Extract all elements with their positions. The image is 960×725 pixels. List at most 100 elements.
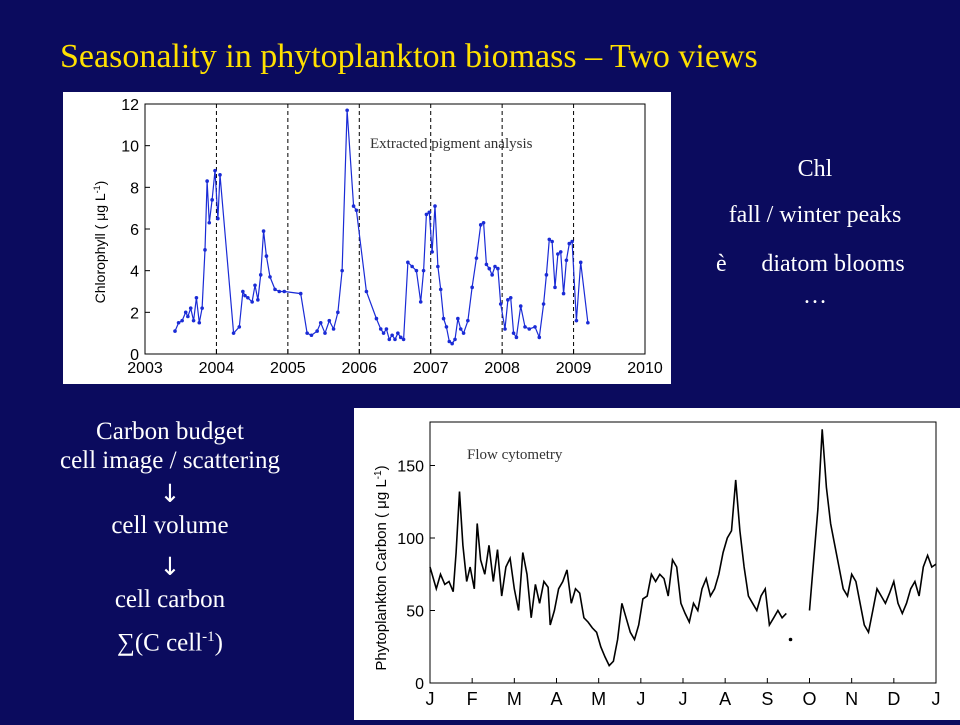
chlorophyll-data-point	[374, 316, 379, 321]
chlorophyll-data-point	[194, 295, 199, 300]
x-tick-label: 2005	[270, 360, 306, 377]
down-arrow-icon: ↓	[159, 478, 181, 508]
chlorophyll-data-point	[331, 327, 336, 331]
plot-frame	[144, 103, 646, 355]
chlorophyll-chart: Chlorophyll ( μg L-1) 2003 2004 2005 2006 20…	[92, 97, 663, 377]
chart-annotation: Extracted pigment analysis	[370, 136, 533, 152]
y-axis-label: Phytoplankton Carbon ( μg L-1)	[373, 465, 390, 670]
chlorophyll-data-point	[336, 310, 340, 315]
chlorophyll-data-point	[514, 335, 519, 340]
chlorophyll-data-point	[444, 325, 449, 329]
chlorophyll-data-point	[241, 289, 245, 294]
chlorophyll-data-point	[506, 298, 510, 302]
chlorophyll-data-point	[561, 291, 566, 296]
month-tick-label: J	[932, 689, 941, 709]
formula-end: )	[214, 628, 223, 656]
chlorophyll-data-point	[200, 306, 204, 310]
chlorophyll-data-point	[401, 337, 406, 342]
chlorophyll-data-point	[318, 320, 323, 325]
chlorophyll-data-point	[461, 331, 466, 335]
chlorophyll-data-point	[205, 179, 209, 183]
chlorophyll-data-point	[487, 266, 492, 271]
chlorophyll-data-point	[191, 318, 196, 323]
chlorophyll-data-point	[354, 208, 359, 213]
chlorophyll-data-point	[447, 339, 452, 344]
chlorophyll-data-point	[570, 239, 574, 244]
chlorophyll-data-point	[508, 295, 513, 300]
chlorophyll-data-point	[441, 316, 446, 321]
x-tick-label: 2006	[341, 360, 377, 377]
month-tick-label: O	[802, 689, 816, 709]
carbon-chart-panel: Phytoplankton Carbon ( μg L-1) J F M A M J J A S…	[354, 408, 960, 720]
chlorophyll-data-point	[210, 198, 214, 202]
chlorophyll-data-point	[298, 291, 303, 296]
month-tick-label: A	[550, 689, 562, 709]
chlorophyll-data-point	[421, 268, 426, 273]
diatom-blooms-line: è diatom blooms	[690, 251, 940, 279]
chlorophyll-data-point	[250, 300, 254, 304]
y-tick-label: 50	[406, 604, 424, 621]
chlorophyll-data-point	[264, 254, 269, 258]
month-tick-label: F	[467, 689, 478, 709]
chlorophyll-data-point	[256, 298, 260, 302]
month-tick-label: S	[761, 689, 773, 709]
y-tick-label: 150	[397, 459, 424, 476]
y-tick-label: 12	[121, 97, 139, 114]
month-tick-label: M	[591, 689, 606, 709]
chlorophyll-data-point	[484, 262, 489, 267]
chlorophyll-data-point	[544, 273, 549, 277]
diatom-blooms-text: diatom blooms	[761, 251, 905, 278]
chlorophyll-chart-panel: Chlorophyll ( μg L-1) 2003 2004 2005 2006 20…	[63, 92, 671, 384]
chlorophyll-data-point	[268, 275, 272, 279]
chlorophyll-data-point	[578, 260, 583, 265]
chl-notes: Chl fall / winter peaks è diatom blooms …	[690, 156, 940, 310]
fall-winter-peaks-text: fall / winter peaks	[728, 201, 902, 228]
chlorophyll-data-point	[345, 108, 349, 113]
chlorophyll-data-point	[282, 289, 287, 294]
chlorophyll-data-point	[458, 327, 463, 331]
chlorophyll-data-point	[527, 327, 532, 331]
formula-superscript: -1	[202, 628, 215, 645]
carbon-chart: Phytoplankton Carbon ( μg L-1) J F M A M J J A S…	[373, 421, 941, 709]
chlorophyll-data-point	[564, 258, 569, 263]
cell-image-text: cell image / scattering	[59, 446, 281, 474]
chlorophyll-data-point	[523, 325, 527, 329]
y-tick-label: 0	[415, 676, 424, 693]
chlorophyll-data-point	[498, 302, 503, 306]
chlorophyll-data-point	[490, 273, 494, 277]
chlorophyll-data-point	[556, 252, 560, 256]
x-tick-label: 2003	[127, 360, 163, 377]
chlorophyll-data-point	[173, 329, 177, 333]
y-tick-label: 8	[130, 180, 139, 197]
chlorophyll-data-point	[493, 264, 497, 269]
slide-title: Seasonality in phytoplankton biomass – T…	[60, 38, 758, 75]
y-axis-label: Chlorophyll ( μg L-1)	[92, 181, 108, 304]
chlorophyll-data-point	[323, 331, 327, 335]
cell-carbon-text: cell carbon	[114, 585, 226, 613]
chlorophyll-data-point	[213, 168, 217, 173]
chlorophyll-data-point	[418, 300, 423, 304]
chlorophyll-data-point	[550, 239, 554, 244]
y-tick-label: 0	[130, 347, 139, 364]
chlorophyll-data-point	[474, 256, 479, 260]
plot-frame	[429, 421, 937, 684]
chlorophyll-data-point	[427, 210, 432, 215]
chlorophyll-data-point	[481, 220, 486, 225]
chlorophyll-data-point	[433, 204, 437, 208]
chlorophyll-data-point	[258, 273, 263, 277]
chlorophyll-data-point	[574, 318, 579, 323]
chlorophyll-data-point	[381, 331, 386, 335]
x-tick-label: 2010	[627, 360, 663, 377]
chlorophyll-data-point	[176, 320, 181, 325]
chlorophyll-data-point	[186, 314, 190, 319]
chlorophyll-data-point	[424, 212, 429, 217]
chlorophyll-data-point	[398, 335, 403, 340]
cell-volume-text: cell volume	[111, 512, 229, 540]
y-tick-label: 10	[121, 139, 139, 156]
chlorophyll-data-point	[558, 250, 563, 254]
chlorophyll-data-point	[340, 268, 344, 273]
chlorophyll-data-point	[237, 325, 242, 329]
x-tick-label: 2009	[556, 360, 592, 377]
chlorophyll-data-point	[547, 237, 552, 242]
y-tick-label: 6	[130, 222, 139, 239]
